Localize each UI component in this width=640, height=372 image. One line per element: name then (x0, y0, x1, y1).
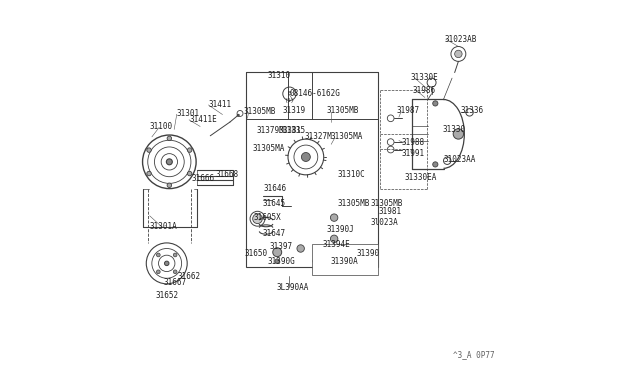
Text: 31305MB: 31305MB (326, 106, 359, 115)
Circle shape (167, 183, 172, 187)
Text: (1): (1) (285, 98, 294, 103)
Circle shape (156, 253, 160, 257)
Circle shape (147, 171, 151, 176)
Text: 31305MB: 31305MB (370, 199, 403, 208)
Circle shape (156, 270, 160, 274)
Text: 31987: 31987 (396, 106, 419, 115)
Circle shape (159, 255, 175, 272)
Circle shape (152, 248, 182, 278)
Circle shape (188, 148, 192, 153)
Circle shape (433, 162, 438, 167)
Text: 31647: 31647 (262, 229, 285, 238)
Circle shape (143, 135, 196, 189)
Circle shape (454, 50, 462, 58)
Text: 31652: 31652 (156, 291, 179, 300)
Circle shape (330, 214, 338, 221)
Bar (246, 72, 378, 267)
Text: 31305MB: 31305MB (338, 199, 370, 208)
Text: 31305MA: 31305MA (330, 132, 363, 141)
Circle shape (297, 245, 305, 252)
Circle shape (237, 114, 239, 116)
Text: 31301A: 31301A (150, 222, 177, 231)
Circle shape (288, 139, 324, 175)
Text: 31646: 31646 (264, 185, 287, 193)
Text: 31662: 31662 (178, 272, 201, 280)
Circle shape (433, 101, 438, 106)
Text: 31305MB: 31305MB (244, 107, 276, 116)
Circle shape (387, 139, 394, 145)
Text: 31645: 31645 (262, 199, 285, 208)
Text: 31310: 31310 (267, 71, 291, 80)
Circle shape (313, 259, 318, 264)
Text: 31305MA: 31305MA (252, 144, 285, 153)
Text: 31390J: 31390J (326, 225, 355, 234)
Text: 31023AA: 31023AA (444, 155, 476, 164)
Text: 31411E: 31411E (189, 115, 217, 124)
Circle shape (253, 214, 262, 224)
Circle shape (147, 148, 151, 153)
Text: 31394E: 31394E (323, 240, 351, 249)
Text: 31650: 31650 (245, 249, 268, 258)
Text: 31390G: 31390G (267, 257, 295, 266)
Text: 31667: 31667 (163, 278, 186, 287)
Circle shape (466, 109, 473, 116)
Text: 31319: 31319 (282, 106, 305, 115)
Text: 31301: 31301 (177, 109, 200, 118)
Text: 3L390AA: 3L390AA (276, 283, 308, 292)
Circle shape (275, 259, 280, 263)
Circle shape (453, 129, 463, 139)
Circle shape (167, 136, 172, 141)
Circle shape (330, 235, 338, 243)
Text: 31336: 31336 (461, 106, 484, 115)
Circle shape (173, 270, 177, 274)
Text: 08146-6162G: 08146-6162G (289, 89, 340, 98)
Circle shape (427, 78, 436, 87)
Bar (312, 244, 378, 275)
Text: 31666: 31666 (191, 174, 215, 183)
Text: 31310C: 31310C (338, 170, 365, 179)
Text: 3138l: 3138l (278, 126, 301, 135)
Text: 31981: 31981 (379, 207, 402, 216)
Circle shape (451, 46, 466, 61)
Text: 31379M: 31379M (256, 126, 284, 135)
Circle shape (444, 157, 451, 164)
Text: 31330EA: 31330EA (405, 173, 437, 182)
Text: 31100: 31100 (150, 122, 173, 131)
Text: 3l023A: 3l023A (370, 218, 398, 227)
Circle shape (166, 159, 172, 165)
Text: 31397: 31397 (270, 242, 293, 251)
Text: B: B (287, 91, 291, 96)
Circle shape (283, 87, 296, 100)
Circle shape (161, 154, 177, 170)
Text: 31330: 31330 (442, 125, 465, 134)
Text: 31668: 31668 (215, 170, 238, 179)
Circle shape (148, 140, 191, 183)
Circle shape (147, 243, 187, 284)
Text: 31390: 31390 (356, 249, 380, 258)
Text: 31411: 31411 (209, 100, 232, 109)
Circle shape (237, 110, 243, 116)
Text: 31023AB: 31023AB (445, 35, 477, 44)
Circle shape (173, 253, 177, 257)
Text: 31605X: 31605X (254, 213, 282, 222)
Text: 31991: 31991 (401, 149, 424, 158)
Text: ^3_A 0P77: ^3_A 0P77 (453, 350, 495, 359)
Circle shape (294, 145, 318, 169)
Circle shape (164, 261, 169, 266)
Circle shape (250, 211, 265, 226)
Circle shape (387, 115, 394, 122)
Text: 31986: 31986 (412, 86, 435, 94)
Circle shape (273, 248, 282, 257)
Circle shape (154, 147, 184, 177)
Text: 31327M: 31327M (305, 132, 332, 141)
Circle shape (387, 146, 394, 153)
Text: 31390A: 31390A (330, 257, 358, 266)
Text: 31988: 31988 (401, 138, 424, 147)
Text: 31335: 31335 (282, 126, 305, 135)
Circle shape (301, 153, 310, 161)
Circle shape (188, 171, 192, 176)
Text: 31330E: 31330E (410, 73, 438, 82)
